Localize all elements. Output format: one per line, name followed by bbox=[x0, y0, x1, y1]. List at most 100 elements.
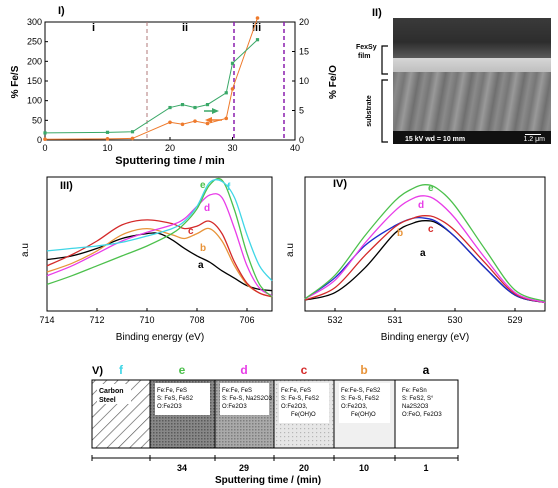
column-letter-e: e bbox=[179, 363, 186, 377]
region-label-ii: ii bbox=[182, 22, 188, 34]
composition-line: O:FeO, Fe2O3 bbox=[402, 412, 442, 418]
panel-i-label: I) bbox=[58, 5, 65, 17]
data-point-fe-o bbox=[168, 105, 172, 110]
data-point-fe-o bbox=[230, 61, 235, 65]
x-tick-label: 10 bbox=[102, 143, 112, 153]
sem-info-bar bbox=[393, 131, 551, 144]
composition-line: S: Fe-S, FeS2 bbox=[281, 396, 320, 402]
panel-iii: III) 714 712 710 708 706 f e d cba a.u Binding … bbox=[20, 176, 273, 343]
composition-line: Fe:Fe, FeS bbox=[157, 388, 187, 394]
spectrum-curve-f bbox=[46, 178, 273, 282]
data-point-fe-o bbox=[255, 38, 260, 42]
curve-label-d: d bbox=[204, 203, 210, 214]
panel-i: I) i ii iii 0 10 20 30 40 050100150200250300… bbox=[10, 5, 339, 167]
x-tick-label: 710 bbox=[139, 315, 154, 325]
curve-label-d: d bbox=[418, 200, 424, 211]
x-tick-label: 0 bbox=[42, 143, 47, 153]
x-tick-label: 712 bbox=[89, 315, 104, 325]
time-label: 10 bbox=[359, 463, 369, 473]
composition-line: S: Fe-S, FeS2 bbox=[341, 396, 380, 402]
x-tick-label: 529 bbox=[507, 315, 522, 325]
sem-scale-text: 1.2 μm bbox=[523, 136, 545, 143]
composition-line: O:Fe2O3 bbox=[157, 404, 182, 410]
panel-iii-ylabel: a.u bbox=[20, 243, 31, 257]
data-point-fe-o bbox=[43, 131, 47, 135]
data-point-fe-o bbox=[130, 130, 135, 134]
composition-line: S: FeS, FeS2 bbox=[157, 396, 194, 402]
carbon-steel-label-bg bbox=[97, 384, 131, 404]
panel-iii-frame bbox=[46, 176, 273, 312]
data-point-fe-s bbox=[130, 136, 135, 141]
data-point-fe-s bbox=[193, 119, 197, 123]
curve-label-a: a bbox=[198, 260, 204, 271]
film-label-line2: film bbox=[358, 53, 370, 60]
series-line-fe-o bbox=[44, 39, 258, 134]
panel-iv-label: IV) bbox=[333, 178, 347, 190]
panel-iv-frame bbox=[304, 176, 546, 312]
column-letter-d: d bbox=[240, 363, 247, 377]
y-tick-label: 150 bbox=[27, 76, 42, 86]
time-label: 1 bbox=[423, 463, 428, 473]
panel-v-frame bbox=[91, 379, 459, 449]
spectrum-curve-b bbox=[46, 227, 273, 298]
time-label: 20 bbox=[299, 463, 309, 473]
arrow-left-head bbox=[205, 117, 212, 123]
curve-label-c: c bbox=[428, 224, 434, 235]
curve-label-a: a bbox=[420, 248, 426, 259]
cell-text-bg bbox=[339, 383, 390, 423]
composition-line: O:Fe2O3, bbox=[281, 404, 308, 410]
composition-line: S: FeS2, S° bbox=[402, 396, 434, 402]
composition-line: Fe:Fe-S, FeS2 bbox=[341, 388, 381, 394]
y2-tick-label: 15 bbox=[299, 47, 309, 57]
film-bracket bbox=[381, 45, 388, 75]
data-point-fe-s bbox=[43, 137, 47, 142]
sem-scale-bar bbox=[525, 134, 541, 135]
composition-line: Na2S2O3 bbox=[402, 404, 429, 410]
spectrum-curve-d bbox=[304, 195, 546, 304]
spectrum-curve-e bbox=[46, 177, 273, 298]
film-label-line1: FexSy bbox=[356, 44, 377, 51]
y-tick-label: 100 bbox=[27, 96, 42, 106]
data-point-fe-s bbox=[180, 122, 185, 127]
column-letter-b: b bbox=[360, 363, 367, 377]
cell-text-bg bbox=[279, 383, 329, 423]
x-tick-label: 714 bbox=[39, 315, 54, 325]
time-label: 34 bbox=[177, 463, 187, 473]
curve-label-b: b bbox=[200, 243, 206, 254]
y-tick-label: 200 bbox=[27, 56, 42, 66]
data-point-fe-s bbox=[255, 16, 260, 20]
column-letter-a: a bbox=[423, 363, 430, 377]
data-point-fe-s bbox=[168, 120, 172, 125]
composition-line: S: Fe-S, Na2S2O3 bbox=[222, 396, 273, 402]
y-tick-label: 300 bbox=[27, 17, 42, 27]
x-tick-label: 532 bbox=[327, 315, 342, 325]
data-point-fe-s bbox=[224, 116, 229, 121]
sem-micrograph: 15 kV wd = 10 mm 1.2 μm bbox=[393, 18, 551, 144]
y-tick-label: 0 bbox=[37, 135, 42, 145]
panel-iii-xlabel: Binding energy (eV) bbox=[116, 332, 204, 343]
substrate-label: substrate bbox=[366, 95, 373, 127]
data-point-fe-o bbox=[180, 103, 185, 107]
panel-ii-label: II) bbox=[372, 7, 382, 19]
y-tick-label: 250 bbox=[27, 37, 42, 47]
y2-tick-label: 0 bbox=[299, 135, 304, 145]
panel-i-xlabel: Sputtering time / min bbox=[115, 155, 225, 167]
y2-tick-label: 10 bbox=[299, 76, 309, 86]
region-label-i: i bbox=[92, 22, 95, 34]
curve-label-e: e bbox=[200, 180, 206, 191]
composition-line: Fe(OH)O bbox=[291, 412, 316, 418]
panel-v: V) f e d c b a Carbon Steel Fe:Fe, FeS S: FeS,… bbox=[91, 363, 459, 486]
panel-v-xlabel: Sputtering time / (min) bbox=[215, 475, 321, 486]
composition-line: Fe(OH)O bbox=[351, 412, 376, 418]
column-letter-c: c bbox=[301, 363, 308, 377]
region-label-iii: iii bbox=[252, 22, 261, 34]
curve-label-f: f bbox=[227, 182, 231, 193]
carbon-steel-line2: Steel bbox=[99, 397, 116, 404]
y2-tick-label: 5 bbox=[299, 106, 304, 116]
x-tick-label: 40 bbox=[290, 143, 300, 153]
panel-iii-label: III) bbox=[60, 180, 73, 192]
panel-v-label: V) bbox=[92, 365, 103, 377]
x-tick-label: 20 bbox=[165, 143, 175, 153]
column-letter-f: f bbox=[119, 363, 124, 377]
